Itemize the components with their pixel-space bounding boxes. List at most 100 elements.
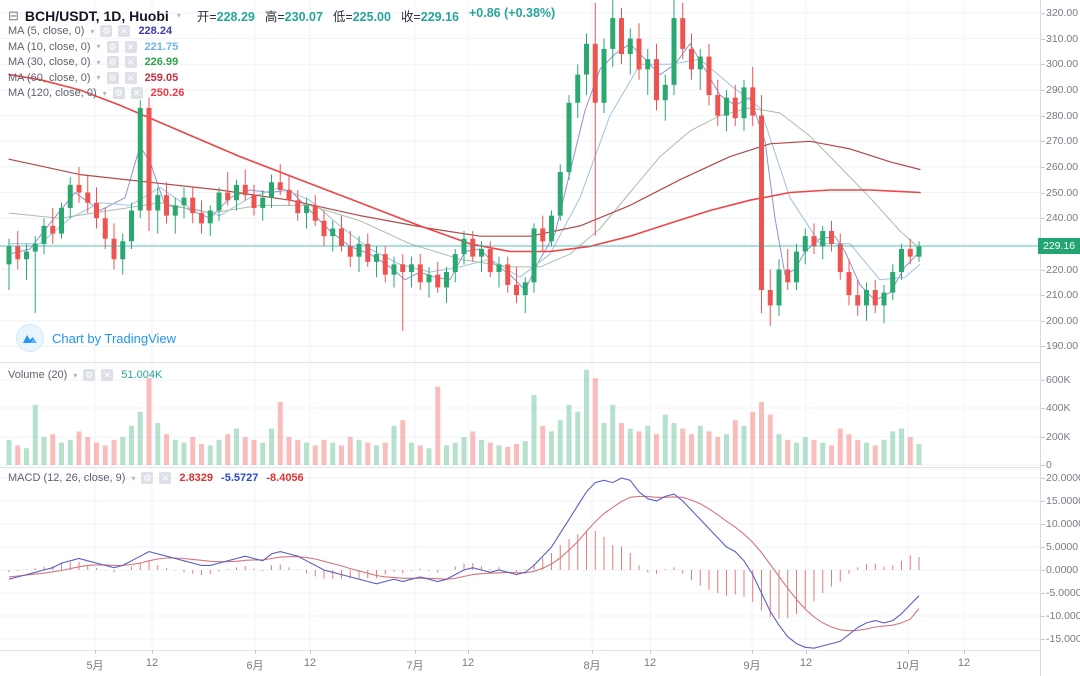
close-icon[interactable]: ✕ [124, 56, 137, 68]
close-icon[interactable]: ✕ [124, 40, 137, 53]
ma-legend-row: MA (120, close, 0) ▾ ⚙ ✕ 250.26 [8, 87, 184, 99]
ma-legend-row: MA (60, close, 0) ▾ ⚙ ✕ 259.05 [8, 71, 179, 84]
time-axis-label: 8月 [583, 660, 601, 672]
chevron-down-icon[interactable]: ▾ [96, 73, 101, 82]
tradingview-logo-icon[interactable] [16, 324, 44, 352]
settings-icon[interactable]: ⚙ [83, 369, 96, 381]
symbol-header: ⊟ BCH/USDT, 1D, Huobi ▾ 开=228.29 高=230.0… [8, 6, 555, 25]
settings-icon[interactable]: ⚙ [106, 56, 119, 68]
time-axis-label: 6月 [246, 660, 264, 672]
price-axis-label: 200.00 [1046, 314, 1079, 327]
ma-legend-value: 221.75 [144, 40, 179, 53]
close-icon[interactable]: ✕ [118, 25, 131, 37]
ohlc-readout: 开=228.29 高=230.07 低=225.00 收=229.16 +0.8… [197, 6, 555, 25]
ma-legend-row: MA (5, close, 0) ▾ ⚙ ✕ 228.24 [8, 25, 172, 37]
ma-legend-value: 259.05 [144, 71, 179, 84]
price-axis-label: 240.00 [1046, 212, 1079, 225]
close-icon[interactable]: ✕ [130, 87, 143, 99]
collapse-pane-icon[interactable]: ⊟ [8, 7, 19, 23]
time-axis-label: 12 [145, 657, 159, 669]
time-axis-label: 10月 [896, 660, 920, 672]
ma-legend-value: 226.99 [144, 56, 179, 68]
settings-icon[interactable]: ⚙ [106, 71, 119, 84]
settings-icon[interactable]: ⚙ [106, 40, 119, 53]
ma-legend-value: 228.24 [138, 25, 173, 37]
price-axis-label: 280.00 [1046, 109, 1079, 122]
close-label: 收= [400, 10, 421, 24]
volume-legend-label: Volume (20) [8, 369, 68, 381]
macd-axis-label: -5.0000 [1046, 587, 1080, 599]
price-axis-label: 310.00 [1046, 32, 1079, 45]
volume-axis-label: 200K [1046, 431, 1071, 443]
macd-axis-label: 10.0000 [1046, 518, 1080, 530]
tradingview-attribution[interactable]: Chart by TradingView [16, 324, 176, 352]
volume-axis-label: 400K [1046, 402, 1071, 414]
price-axis-label: 320.00 [1046, 7, 1079, 19]
ma-legend-label: MA (10, close, 0) [8, 40, 91, 53]
ma-legend-row: MA (10, close, 0) ▾ ⚙ ✕ 221.75 [8, 40, 179, 53]
high-value: 230.07 [284, 10, 323, 24]
volume-legend-value: 51.004K [121, 369, 163, 381]
ma-legend-label: MA (5, close, 0) [8, 25, 85, 37]
low-value: 225.00 [352, 10, 391, 24]
ma-legend-label: MA (120, close, 0) [8, 87, 97, 99]
macd-axis-label: -15.0000 [1046, 633, 1080, 645]
ma-legend-row: MA (30, close, 0) ▾ ⚙ ✕ 226.99 [8, 56, 178, 68]
macd-line-value: -5.5727 [221, 472, 259, 484]
pane-divider[interactable] [0, 467, 1040, 468]
chevron-down-icon[interactable]: ▾ [96, 57, 101, 67]
time-axis-label: 5月 [86, 660, 104, 672]
price-axis-label: 300.00 [1046, 58, 1079, 71]
symbol-title[interactable]: BCH/USDT, 1D, Huobi [24, 7, 169, 24]
price-axis-label: 260.00 [1046, 160, 1079, 173]
macd-axis-label: 5.0000 [1046, 541, 1079, 553]
ma-legend-label: MA (60, close, 0) [8, 71, 91, 84]
macd-signal-value: -8.4056 [266, 472, 304, 484]
pane-divider[interactable] [0, 362, 1040, 363]
price-axis-label: 210.00 [1046, 289, 1079, 302]
high-label: 高= [264, 10, 285, 24]
chevron-down-icon[interactable]: ▾ [96, 42, 101, 51]
chevron-down-icon[interactable]: ▾ [131, 473, 136, 483]
time-axis-label: 12 [799, 657, 813, 669]
chevron-down-icon[interactable]: ▾ [102, 88, 107, 98]
close-icon[interactable]: ✕ [101, 369, 114, 381]
price-axis[interactable]: 320.00 310.00 300.00 290.00 280.00 270.00 260.… [1040, 0, 1080, 676]
open-label: 开= [196, 10, 217, 24]
macd-legend-label: MACD (12, 26, close, 9) [8, 472, 126, 484]
change-value: +0.86 (+0.38%) [469, 6, 556, 20]
volume-axis-label: 0 [1046, 459, 1052, 471]
tradingview-attribution-text[interactable]: Chart by TradingView [52, 330, 177, 346]
low-label: 低= [332, 10, 353, 24]
time-axis-label: 12 [303, 657, 317, 669]
time-axis-border [0, 650, 1040, 651]
macd-hist-value: 2.8329 [179, 472, 214, 484]
macd-axis-label: -10.0000 [1046, 610, 1080, 622]
close-icon[interactable]: ✕ [124, 71, 137, 84]
chevron-down-icon[interactable]: ▾ [73, 370, 78, 380]
price-axis-label: 220.00 [1046, 263, 1079, 276]
price-axis-label: 270.00 [1046, 135, 1079, 148]
settings-icon[interactable]: ⚙ [141, 472, 154, 484]
chevron-down-icon[interactable]: ▾ [90, 26, 95, 36]
close-value: 229.16 [420, 10, 459, 24]
macd-axis-label: 15.0000 [1046, 495, 1080, 507]
price-axis-label: 290.00 [1046, 83, 1079, 96]
time-axis-label: 12 [957, 657, 971, 669]
volume-chart-canvas[interactable] [0, 362, 1040, 466]
settings-icon[interactable]: ⚙ [100, 25, 113, 37]
volume-legend: Volume (20) ▾ ⚙ ✕ 51.004K [8, 369, 162, 381]
main-chart-canvas[interactable] [0, 0, 1040, 362]
close-icon[interactable]: ✕ [159, 472, 172, 484]
settings-icon[interactable]: ⚙ [112, 87, 125, 99]
open-value: 228.29 [216, 10, 255, 24]
macd-axis-label: 20.0000 [1046, 472, 1080, 484]
time-axis-label: 9月 [743, 660, 761, 672]
macd-chart-canvas[interactable] [0, 467, 1040, 650]
time-axis-label: 12 [643, 657, 657, 669]
macd-legend: MACD (12, 26, close, 9) ▾ ⚙ ✕ 2.8329 -5.… [8, 472, 304, 484]
macd-axis-label: 0.0000 [1046, 564, 1079, 576]
chevron-down-icon[interactable]: ▾ [176, 11, 181, 20]
time-axis-label: 7月 [406, 660, 424, 672]
